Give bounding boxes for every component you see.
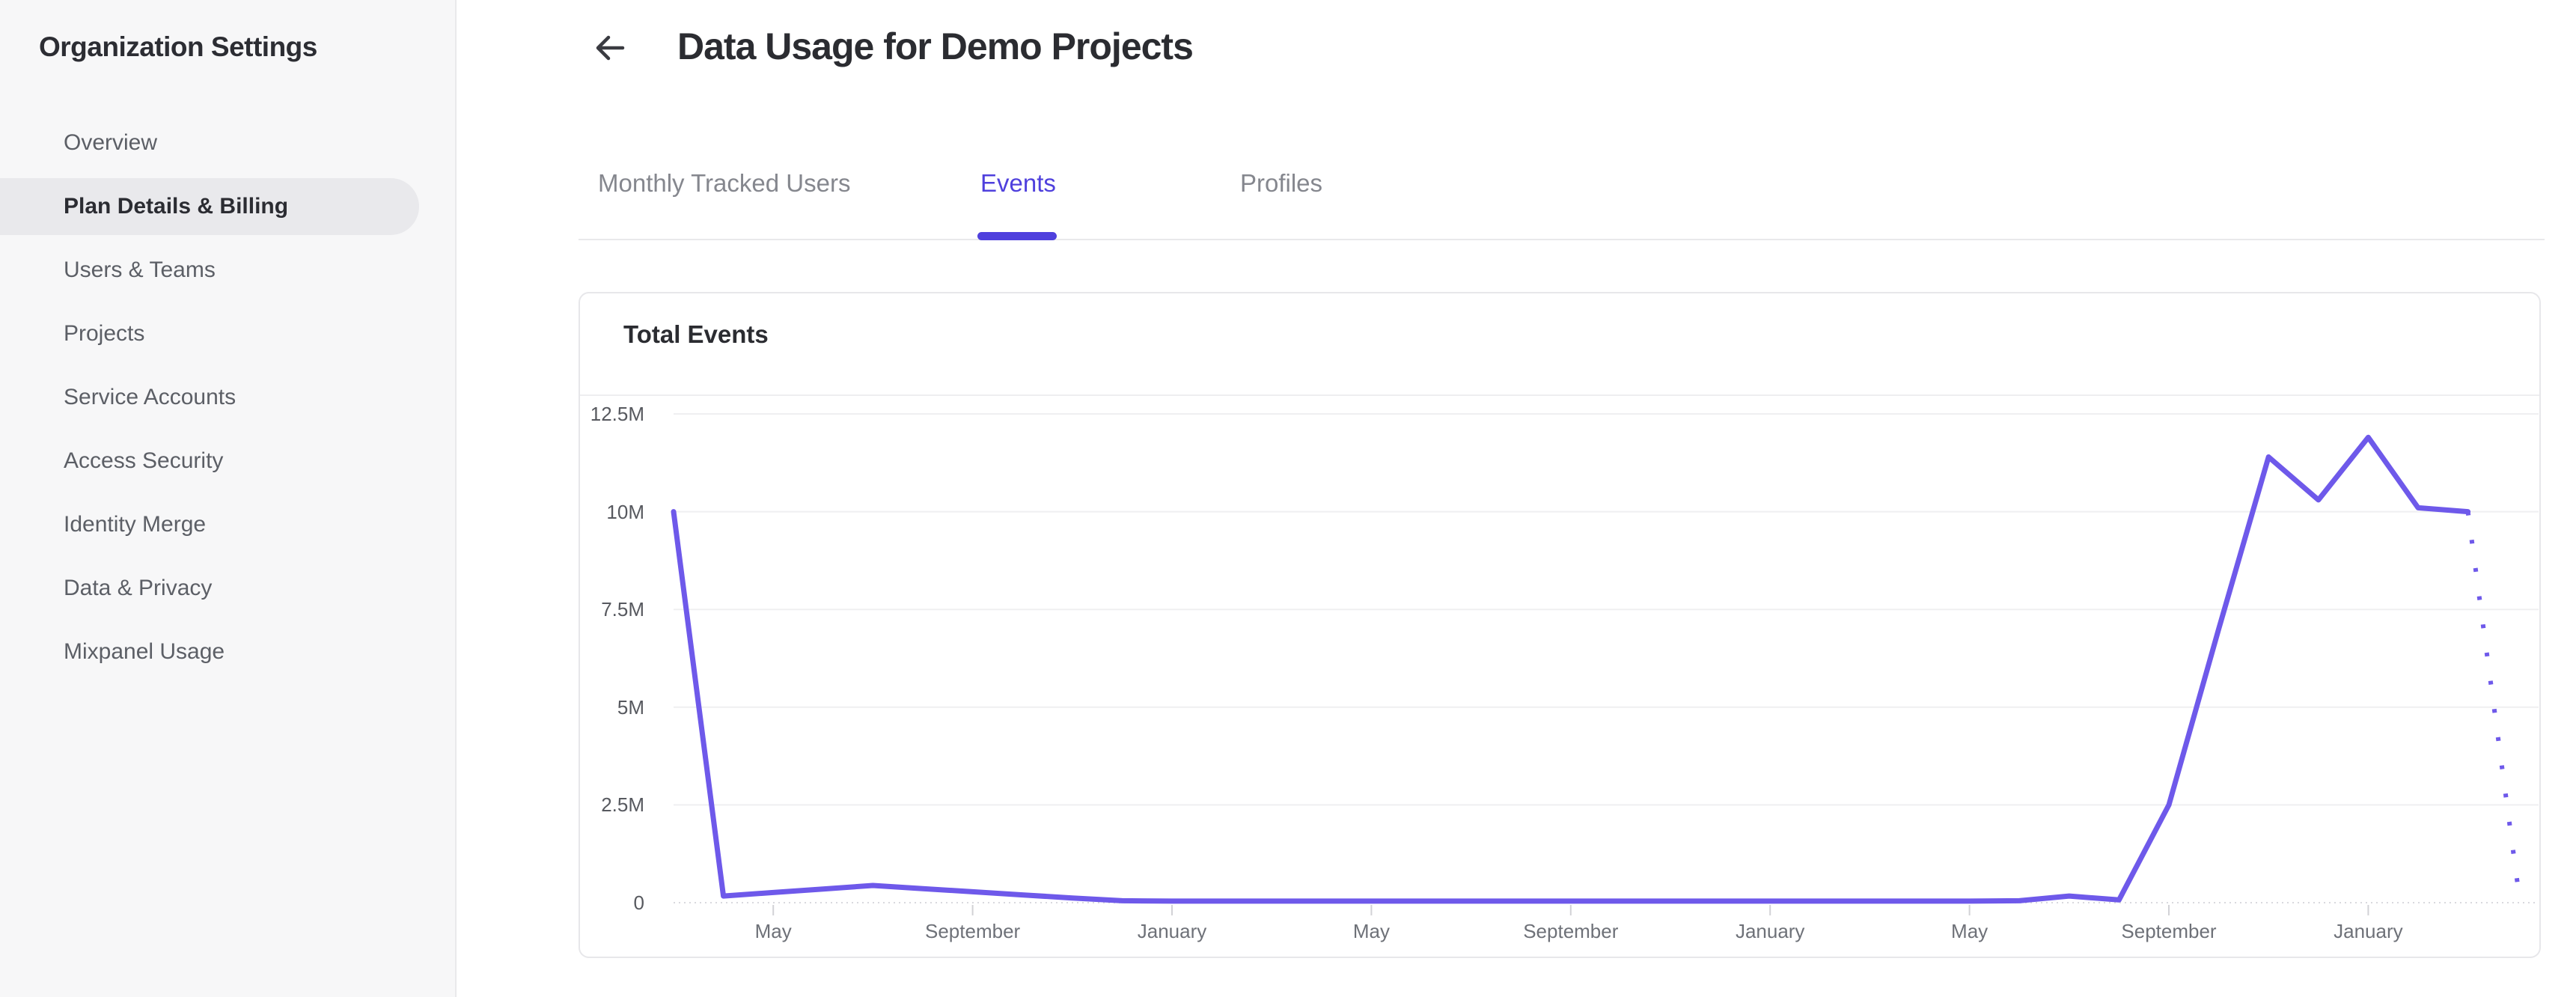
active-item-highlight xyxy=(0,177,419,235)
sidebar-item-label: Service Accounts xyxy=(64,384,236,409)
sidebar-item-label: Users & Teams xyxy=(64,257,216,282)
tab-profiles[interactable]: Profiles xyxy=(1240,169,1323,197)
sidebar-item-projects[interactable]: Projects xyxy=(0,302,455,365)
active-tab-underline xyxy=(977,232,1057,240)
page-title: Data Usage for Demo Projects xyxy=(677,25,1194,67)
tab-monthly-tracked-users[interactable]: Monthly Tracked Users xyxy=(598,169,851,197)
total-events-projection xyxy=(2465,511,2521,886)
sidebar-item-label: Identity Merge xyxy=(64,511,207,537)
x-axis-label: September xyxy=(1523,920,1619,942)
sidebar-item-label: Plan Details & Billing xyxy=(64,193,289,219)
sidebar-item-label: Projects xyxy=(64,320,145,346)
sidebar-item-mixpanel-usage[interactable]: Mixpanel Usage xyxy=(0,620,455,683)
y-axis-label: 7.5M xyxy=(601,598,644,621)
x-axis-label: September xyxy=(925,920,1021,942)
arrow-left-icon xyxy=(596,35,625,61)
sidebar-item-label: Overview xyxy=(64,129,158,155)
x-axis-label: January xyxy=(1735,920,1805,942)
x-axis-label: May xyxy=(1951,920,1989,942)
x-axis-label: May xyxy=(1352,920,1390,942)
chart-title: Total Events xyxy=(623,320,769,348)
events-line-chart[interactable] xyxy=(671,413,2539,919)
sidebar-item-label: Access Security xyxy=(64,448,224,473)
sidebar-nav: Overview Plan Details & Billing Users & Te… xyxy=(0,111,455,683)
sidebar-item-data-privacy[interactable]: Data & Privacy xyxy=(0,556,455,620)
x-axis-label: May xyxy=(754,920,792,942)
y-axis-label: 12.5M xyxy=(590,403,644,425)
x-axis-label: January xyxy=(1137,920,1207,942)
sidebar-item-label: Data & Privacy xyxy=(64,575,213,600)
sidebar-item-service-accounts[interactable]: Service Accounts xyxy=(0,365,455,429)
organization-settings-sidebar: Organization Settings Overview Plan Detai… xyxy=(0,0,457,997)
sidebar-item-users-teams[interactable]: Users & Teams xyxy=(0,238,455,302)
total-events-line[interactable] xyxy=(671,434,2471,904)
sidebar-title: Organization Settings xyxy=(39,31,317,62)
total-events-card: Total Events 12.5M 10M 7.5M 5M 2.5M 0 May Sept… xyxy=(579,292,2541,958)
back-button[interactable] xyxy=(590,27,632,69)
sidebar-item-overview[interactable]: Overview xyxy=(0,111,455,174)
y-axis-label: 5M xyxy=(617,695,644,719)
y-axis-label: 2.5M xyxy=(601,793,644,817)
card-header-divider xyxy=(580,394,2539,396)
sidebar-item-label: Mixpanel Usage xyxy=(64,638,225,664)
y-axis-label: 0 xyxy=(633,891,644,914)
y-axis-label: 10M xyxy=(606,500,644,523)
tabs-divider xyxy=(579,239,2545,240)
sidebar-item-plan-details-billing[interactable]: Plan Details & Billing xyxy=(0,174,455,238)
sidebar-item-identity-merge[interactable]: Identity Merge xyxy=(0,493,455,556)
tab-events[interactable]: Events xyxy=(980,169,1056,197)
x-axis-label: January xyxy=(2334,920,2403,942)
x-axis-label: September xyxy=(2121,920,2217,942)
sidebar-item-access-security[interactable]: Access Security xyxy=(0,429,455,493)
